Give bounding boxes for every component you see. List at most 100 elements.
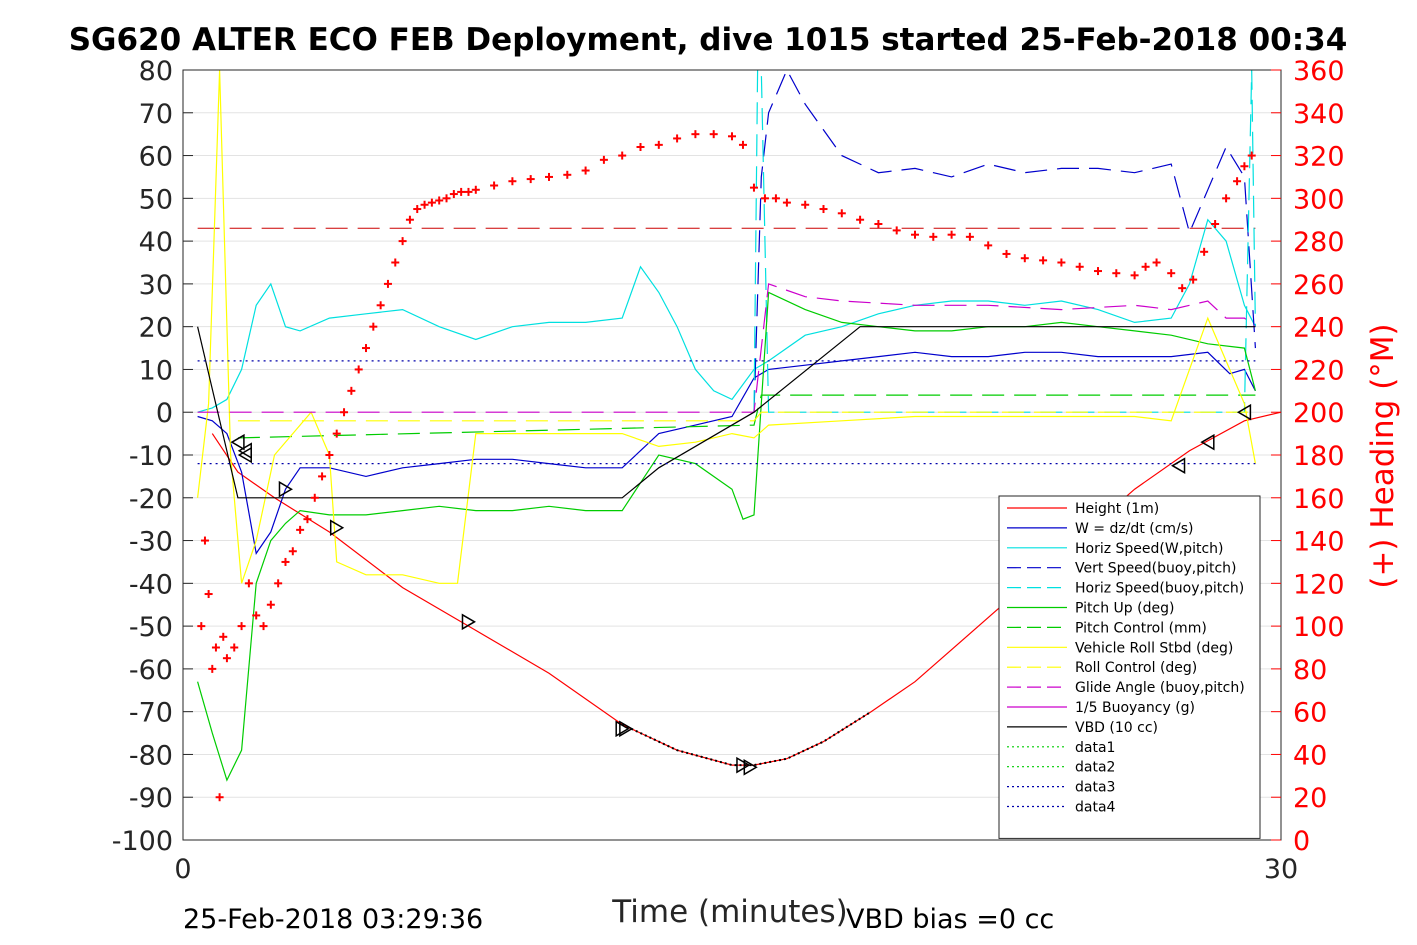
heading-point (490, 181, 499, 190)
heading-point (837, 209, 846, 218)
heading-point (1141, 262, 1150, 271)
right-tick-label: 140 (1293, 527, 1345, 558)
heading-point (1200, 247, 1209, 256)
triangle-marker (230, 433, 245, 451)
heading-point (1222, 194, 1231, 203)
legend-entry: data2 (1075, 760, 1115, 776)
heading-point (1233, 177, 1242, 186)
triangle-marker (1236, 403, 1252, 421)
heading-point (636, 143, 645, 151)
triangle-marker (736, 756, 751, 774)
right-tick-label: 160 (1293, 484, 1345, 515)
right-axis-label: (+) Heading (°M) (1365, 323, 1401, 588)
heading-point (1057, 258, 1066, 267)
legend-entry: Vehicle Roll Stbd (deg) (1075, 640, 1233, 656)
heading-point (691, 130, 700, 139)
heading-point (398, 237, 407, 246)
legend-entry: Horiz Speed(W,pitch) (1075, 541, 1223, 557)
heading-point (376, 301, 385, 310)
legend-entry: Glide Angle (buoy,pitch) (1075, 680, 1245, 696)
bottom-axis-ticks: 0 30 (174, 830, 1298, 885)
legend-entry: data4 (1075, 800, 1116, 816)
heading-point (449, 190, 458, 199)
legend-entry: data3 (1075, 780, 1115, 796)
series-line-8 (237, 411, 1256, 422)
heading-point (728, 132, 736, 141)
heading-point (215, 793, 224, 802)
heading-point (618, 151, 627, 160)
heading-point (1167, 269, 1176, 278)
heading-point (222, 654, 231, 663)
heading-point (354, 365, 363, 374)
triangle-marker (461, 613, 476, 631)
triangle-marker (619, 720, 634, 738)
heading-point (819, 205, 828, 214)
series-layer (197, 68, 1282, 782)
left-tick-label: -80 (129, 740, 173, 771)
triangle-markers (230, 403, 1252, 776)
heading-point (508, 177, 517, 186)
heading-point (457, 187, 466, 196)
series-line-1 (197, 351, 1256, 555)
right-axis-ticks: 3603403203002802602402202001801601401201… (1271, 56, 1345, 857)
heading-point (782, 198, 791, 207)
triangle-marker (237, 446, 252, 464)
footer-vbd-bias: VBD bias =0 cc (846, 904, 1054, 935)
heading-point (1247, 151, 1256, 160)
heading-point (442, 194, 451, 203)
heading-point (274, 579, 283, 588)
left-tick-label: 20 (139, 313, 173, 344)
series-line-2 (197, 218, 1256, 413)
heading-point (1211, 220, 1220, 228)
left-tick-label: 80 (139, 56, 173, 87)
right-tick-label: 200 (1293, 398, 1345, 429)
heading-point (197, 622, 206, 631)
legend-entry: Pitch Control (mm) (1075, 620, 1207, 636)
left-tick-label: 30 (139, 270, 173, 301)
right-tick-label: 280 (1293, 227, 1345, 258)
heading-point (332, 429, 341, 438)
right-tick-label: 340 (1293, 99, 1345, 130)
left-tick-label: -20 (129, 484, 173, 515)
heading-point (599, 155, 608, 164)
heading-point (929, 232, 938, 241)
triangle-marker (329, 519, 345, 537)
heading-point (471, 185, 480, 194)
heading-point (1075, 262, 1084, 271)
right-tick-label: 40 (1293, 740, 1327, 771)
legend-entry: Vert Speed(buoy,pitch) (1075, 561, 1237, 577)
heading-point (749, 183, 758, 192)
heading-point (200, 536, 209, 545)
heading-point (1152, 258, 1161, 267)
heading-point (204, 590, 213, 599)
right-tick-label: 300 (1293, 184, 1345, 215)
right-tick-label: 80 (1293, 655, 1327, 686)
heading-point (760, 194, 769, 203)
heading-point (563, 170, 572, 179)
series-line-7 (197, 69, 1256, 584)
right-tick-label: 320 (1293, 142, 1345, 173)
heading-point (362, 344, 370, 353)
heading-point (464, 187, 473, 196)
series-line-3 (753, 68, 1256, 413)
right-tick-label: 220 (1293, 355, 1345, 386)
right-tick-label: 60 (1293, 698, 1327, 729)
legend-entry: Horiz Speed(buoy,pitch) (1075, 581, 1244, 597)
legend-box (998, 495, 1261, 839)
left-tick-label: -10 (129, 441, 173, 472)
heading-point (1002, 249, 1011, 258)
legend-entry: Height (1m) (1075, 501, 1159, 517)
legend-entry: W = dz/dt (cm/s) (1075, 521, 1194, 537)
heading-point (526, 175, 535, 184)
right-tick-label: 240 (1293, 313, 1345, 344)
heading-point (318, 472, 327, 481)
heading-point (391, 258, 400, 267)
heading-point (947, 230, 956, 239)
bottom-tick-label: 0 (174, 854, 191, 885)
heading-point (1189, 275, 1198, 284)
heading-point (984, 241, 993, 250)
legend-entry: Roll Control (deg) (1075, 660, 1197, 676)
triangle-marker (615, 720, 630, 738)
heading-point (288, 547, 297, 556)
heading-point (771, 194, 780, 203)
